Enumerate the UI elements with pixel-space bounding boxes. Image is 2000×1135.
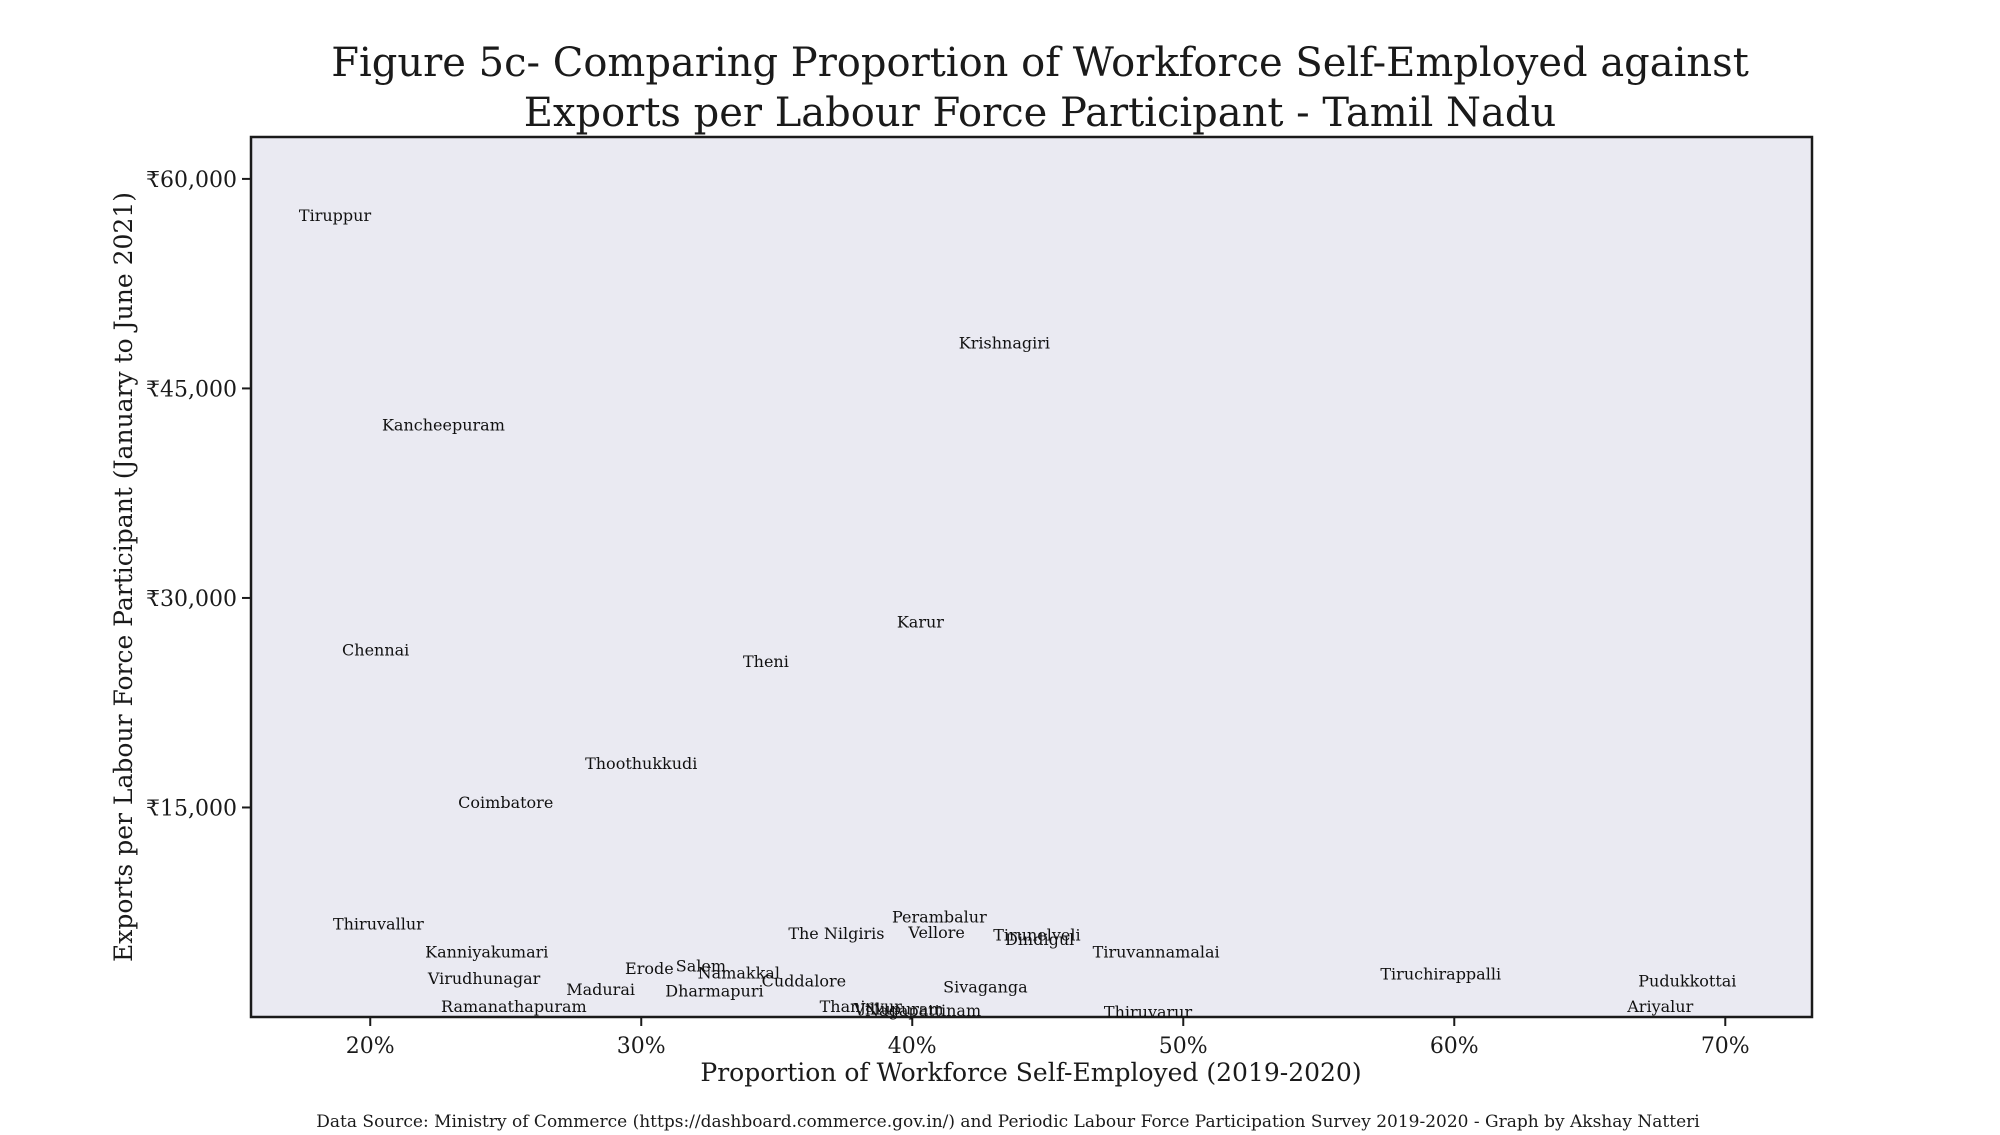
y-tick-label: ₹15,000 (146, 796, 237, 821)
plot-area (249, 135, 1814, 1019)
data-point-label: Thiruvallur (333, 914, 424, 933)
y-tick-label: ₹30,000 (146, 587, 237, 612)
data-point-label: Virudhunagar (427, 969, 541, 988)
data-point-label: Erode (625, 959, 674, 978)
data-point-label: Madurai (566, 980, 635, 999)
x-axis-ticks: 20% 30% 40% 50% 60% 70% (346, 1017, 1750, 1059)
x-tick-label: 60% (1430, 1034, 1479, 1059)
data-point-label: Cuddalore (762, 972, 846, 991)
data-point-label: Kanniyakumari (425, 942, 548, 961)
data-point-label: Dharmapuri (665, 981, 763, 1000)
data-point-label: Tiruppur (299, 206, 372, 225)
x-tick-label: 40% (888, 1034, 937, 1059)
data-source-note: Data Source: Ministry of Commerce (https… (316, 1112, 1700, 1132)
data-point-label: Salem (676, 956, 726, 975)
data-point-label: Krishnagiri (959, 333, 1050, 352)
data-point-label: Dindigul (1005, 930, 1074, 949)
y-tick-label: ₹60,000 (146, 168, 237, 193)
data-point-label: Vellore (907, 923, 965, 942)
y-axis-label: Exports per Labour Force Participant (Ja… (109, 192, 138, 962)
data-point-label: Thanjavur (820, 997, 903, 1016)
data-point-label: Sivaganga (943, 977, 1028, 996)
y-tick-label: ₹45,000 (146, 377, 237, 402)
x-tick-label: 50% (1159, 1034, 1208, 1059)
data-point-label: The Nilgiris (788, 924, 884, 943)
data-point-label: Tiruvannamalai (1093, 942, 1220, 961)
data-point-label: Villupuram (853, 1000, 944, 1019)
data-point-label: Perambalur (892, 907, 987, 926)
x-tick-label: 70% (1701, 1034, 1750, 1059)
data-point-label: Nagapattinam (865, 1001, 981, 1020)
data-point-label: Kancheepuram (382, 416, 505, 435)
data-point-label: Tirunelveli (993, 926, 1080, 945)
x-tick-label: 30% (617, 1034, 666, 1059)
chart-title-line-2: Exports per Labour Force Participant - T… (524, 90, 1557, 136)
x-axis-label: Proportion of Workforce Self-Employed (2… (700, 1058, 1361, 1087)
data-point-label: Chennai (342, 641, 409, 660)
chart-title-line-1: Figure 5c- Comparing Proportion of Workf… (331, 40, 1749, 86)
data-point-label: Tiruchirappalli (1380, 965, 1501, 984)
data-point-label: Coimbatore (458, 793, 553, 812)
data-point-label: Ramanathapuram (441, 997, 587, 1016)
data-point-label: Thiruvarur (1104, 1002, 1193, 1021)
data-points: Tiruppur Krishnagiri Kancheepuram Karur Chen… (299, 206, 1736, 1021)
x-tick-label: 20% (346, 1034, 395, 1059)
data-point-label: Theni (743, 652, 789, 671)
data-point-label: Namakkal (698, 963, 780, 982)
data-point-label: Pudukkottai (1638, 972, 1736, 991)
data-point-label: Karur (897, 613, 944, 632)
data-point-label: Thoothukkudi (585, 754, 697, 773)
y-axis-ticks: ₹15,000 ₹30,000 ₹45,000 ₹60,000 (146, 168, 251, 821)
data-point-label: Ariyalur (1626, 997, 1693, 1016)
